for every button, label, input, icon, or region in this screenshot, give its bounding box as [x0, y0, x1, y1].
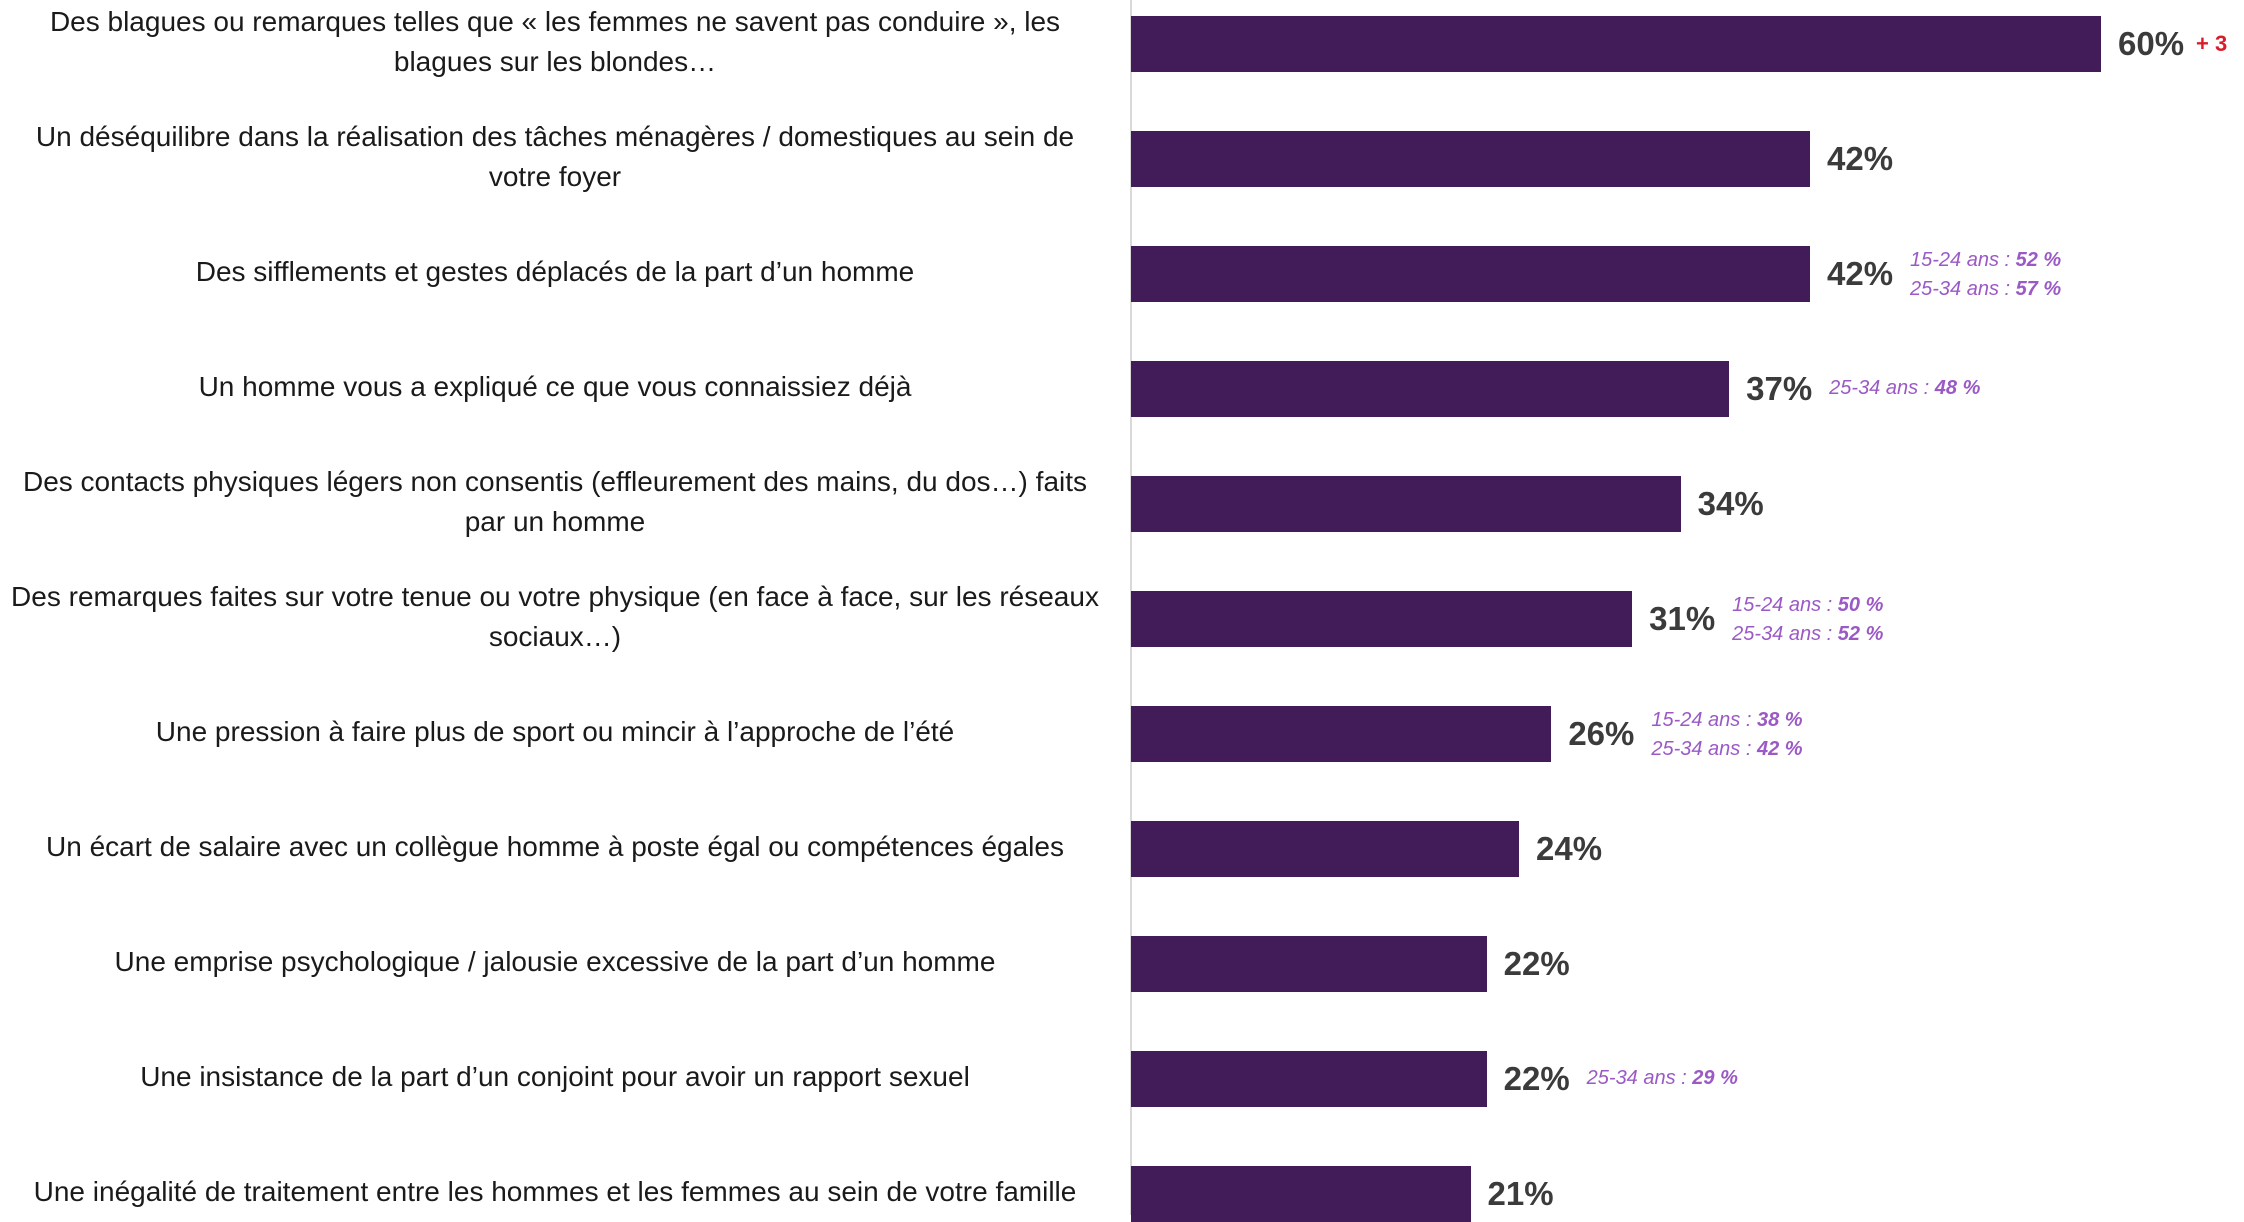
age-breakdown-label: 25-34 ans : 57 % [1910, 275, 2061, 304]
age-breakdown-label: 25-34 ans : 48 % [1829, 374, 1980, 403]
age-breakdown-label: 15-24 ans : 38 % [1651, 706, 1802, 735]
age-group-value: 57 % [2015, 278, 2062, 300]
data-label: 42% [1827, 140, 1894, 177]
age-group-label: 25-34 ans : [1586, 1067, 1693, 1089]
age-group-value: 38 % [1756, 709, 1803, 731]
age-group-value: 50 % [1837, 594, 1884, 616]
category-label: Des remarques faites sur votre tenue ou … [11, 581, 1099, 652]
data-label: 34% [1697, 485, 1764, 522]
age-group-value: 29 % [1692, 1067, 1738, 1089]
data-label: 24% [1536, 830, 1603, 867]
data-label: 26% [1568, 715, 1635, 752]
category-label: Un déséquilibre dans la réalisation des … [35, 121, 1075, 192]
age-breakdown-label: 25-34 ans : 52 % [1732, 620, 1883, 649]
age-group-label: 25-34 ans : [1732, 623, 1838, 645]
change-label: + 3 [2196, 31, 2228, 56]
category-label: Une inégalité de traitement entre les ho… [33, 1176, 1077, 1207]
bar [1131, 936, 1487, 992]
data-label: 31% [1649, 600, 1716, 637]
age-group-label: 15-24 ans : [1651, 709, 1757, 731]
age-group-value: 48 % [1934, 377, 1981, 399]
category-label: Un homme vous a expliqué ce que vous con… [198, 371, 912, 402]
bar [1131, 16, 2101, 72]
bar [1131, 1166, 1471, 1222]
bar [1131, 1051, 1487, 1107]
age-group-value: 42 % [1756, 738, 1803, 760]
data-label: 22% [1503, 1060, 1570, 1097]
age-breakdown-label: 15-24 ans : 52 % [1910, 246, 2061, 275]
data-label: 37% [1746, 370, 1813, 407]
data-label: 22% [1503, 945, 1570, 982]
age-group-label: 15-24 ans : [1732, 594, 1838, 616]
category-label: Des sifflements et gestes déplacés de la… [195, 256, 915, 287]
age-group-label: 25-34 ans : [1910, 278, 2016, 300]
bar [1131, 591, 1633, 647]
age-group-label: 15-24 ans : [1910, 249, 2016, 271]
data-label: 21% [1487, 1175, 1554, 1212]
age-breakdown-label: 25-34 ans : 42 % [1651, 735, 1802, 764]
bar [1131, 361, 1730, 417]
age-group-value: 52 % [1837, 623, 1884, 645]
category-label: Des contacts physiques légers non consen… [22, 466, 1088, 537]
bar [1131, 246, 1810, 302]
age-group-label: 25-34 ans : [1829, 377, 1935, 399]
category-label: Des blagues ou remarques telles que « le… [49, 6, 1061, 77]
category-label: Une emprise psychologique / jalousie exc… [114, 946, 996, 977]
age-group-label: 25-34 ans : [1651, 738, 1757, 760]
category-label: Une insistance de la part d’un conjoint … [140, 1061, 970, 1092]
bar [1131, 131, 1810, 187]
bar [1131, 476, 1681, 532]
bar [1131, 706, 1552, 762]
bar [1131, 821, 1519, 877]
age-group-value: 52 % [2015, 249, 2062, 271]
age-breakdown-label: 15-24 ans : 50 % [1732, 591, 1883, 620]
category-label: Un écart de salaire avec un collègue hom… [46, 831, 1064, 862]
category-label: Une pression à faire plus de sport ou mi… [155, 716, 955, 747]
age-breakdown-label: 25-34 ans : 29 % [1587, 1064, 1738, 1093]
data-label: 42% [1827, 255, 1894, 292]
data-label: 60% [2118, 25, 2185, 62]
